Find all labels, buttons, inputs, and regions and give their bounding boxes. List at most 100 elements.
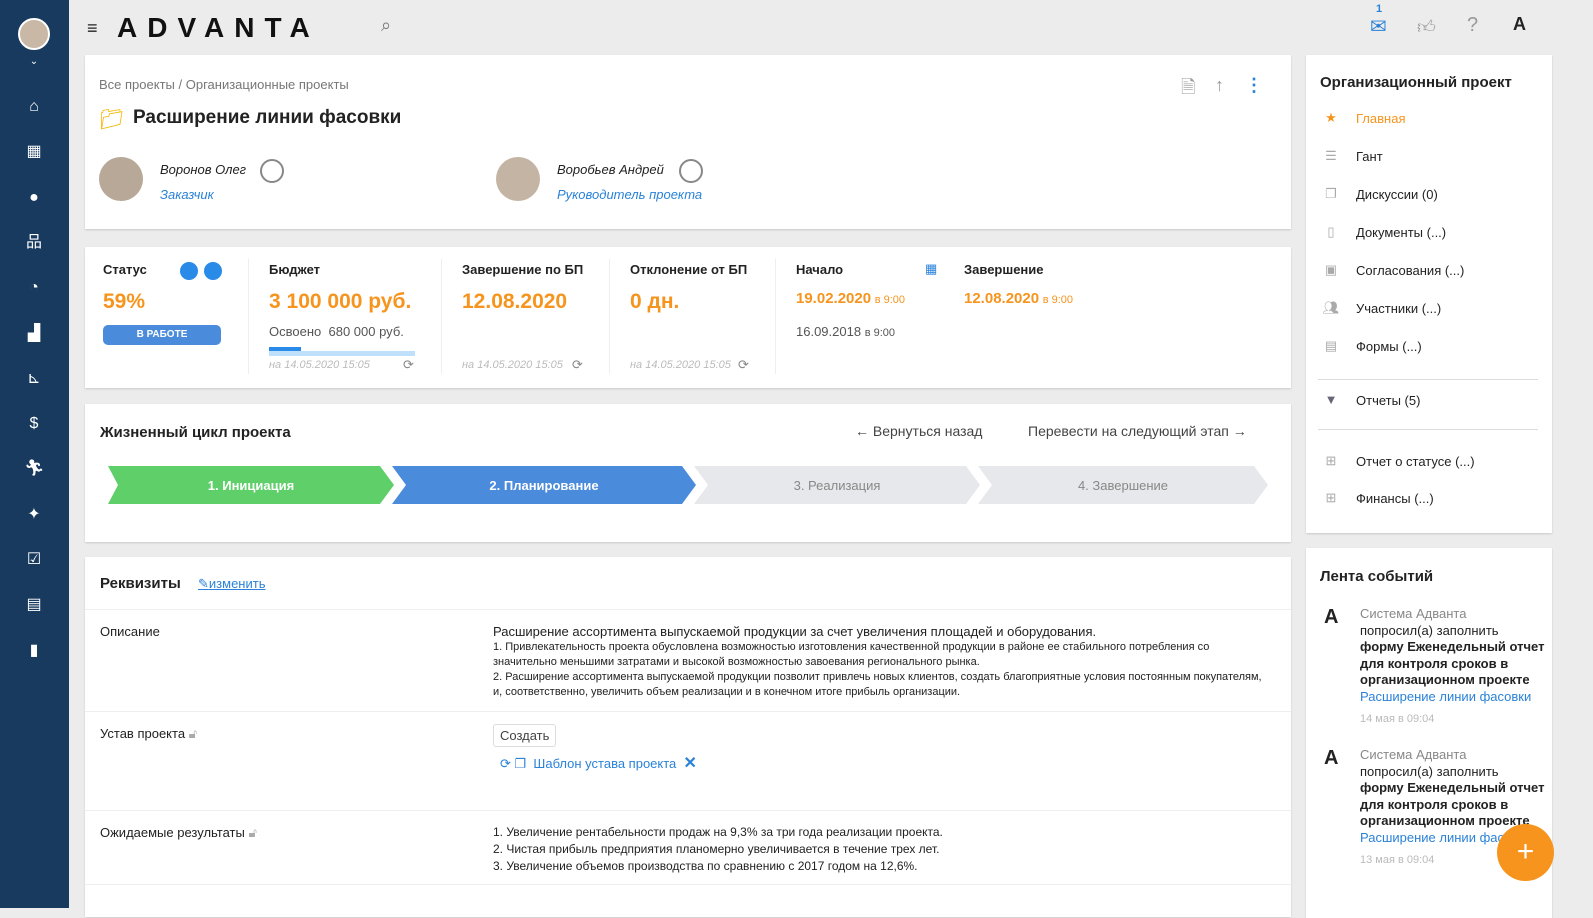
budget-progress	[269, 347, 415, 356]
menu-label: Участники (...)	[1356, 300, 1442, 316]
refresh-icon[interactable]: ⟳	[403, 357, 414, 372]
home-icon[interactable]: ⌂	[29, 98, 39, 115]
pause-icon[interactable]	[180, 262, 198, 280]
event-feed: Лента событий A Система Адванта попросил…	[1306, 548, 1552, 918]
person-role[interactable]: Руководитель проекта	[557, 187, 703, 202]
menu-label: Дискуссии (0)	[1356, 186, 1438, 202]
menu-item-documents[interactable]: ▯ Документы (...)	[1322, 224, 1446, 240]
user-circle-icon[interactable]	[260, 159, 284, 183]
event-time: 14 мая в 09:04	[1360, 713, 1435, 725]
menu-item-forms[interactable]: ▤ Формы (...)	[1322, 338, 1422, 354]
deviation-value: 0 дн.	[630, 290, 680, 313]
analytics-icon[interactable]: ▟	[27, 325, 41, 342]
run-icon[interactable]: 🏃︎	[24, 460, 45, 477]
back-button[interactable]: ← Вернуться назад	[855, 423, 983, 439]
more-icon[interactable]: ⋮	[1245, 75, 1263, 95]
menu-label: Отчет о статусе (...)	[1356, 453, 1475, 469]
menu-label: Гант	[1356, 148, 1383, 164]
arrow-up-icon[interactable]: ↑	[1215, 75, 1224, 95]
event-link[interactable]: Расширение линии фасовки	[1360, 829, 1532, 845]
end-time: в 9:00	[1042, 294, 1074, 306]
bookmark-icon[interactable]: ▮	[29, 642, 39, 659]
calendar-icon[interactable]: ▦	[26, 143, 42, 160]
description-line: Расширение ассортимента выпускаемой прод…	[493, 624, 1097, 639]
menu-label: Согласования (...)	[1356, 262, 1465, 278]
thumbs-up-icon[interactable]: 👍︎	[1417, 17, 1436, 37]
breadcrumb-root[interactable]: Все проекты	[99, 77, 175, 92]
add-fab-button[interactable]: +	[1497, 824, 1554, 881]
checklist-icon[interactable]: ☑	[26, 551, 42, 568]
menu-label: Формы (...)	[1356, 338, 1422, 354]
close-icon[interactable]: ✕	[683, 755, 697, 772]
next-label: Перевести на следующий этап	[1028, 423, 1229, 439]
copy-icon[interactable]: ❐	[514, 756, 527, 771]
event-subject: форму Еженедельный отчет для контроля ср…	[1360, 639, 1545, 687]
help-icon[interactable]: ?	[1467, 14, 1479, 36]
chevron-down-icon[interactable]: ⌄	[29, 56, 39, 67]
breadcrumb: Все проекты / Организационные проекты	[99, 77, 349, 92]
lock-icon: 🔓︎	[248, 825, 257, 840]
menu-item-main[interactable]: ★ Главная	[1322, 110, 1405, 126]
stop-icon[interactable]	[204, 262, 222, 280]
refresh-icon[interactable]: ⟳	[738, 357, 749, 372]
start-value: 19.02.2020	[796, 290, 872, 307]
menu-icon[interactable]: ≡	[87, 18, 98, 38]
create-button[interactable]: Создать	[493, 724, 557, 747]
template-link[interactable]: Шаблон устава проекта	[533, 756, 677, 771]
description-line: 2. Расширение ассортимента выпускаемой п…	[493, 671, 1262, 698]
description-label: Описание	[100, 624, 160, 639]
budget-value: 3 100 000 руб.	[269, 290, 412, 313]
topbar: ≡ ADVANTA ⌕ ✉ 1 👍︎ ? A	[69, 0, 1593, 55]
menu-item-status-report[interactable]: ⊞ Отчет о статусе (...)	[1322, 453, 1475, 469]
menu-item-finance[interactable]: ⊞ Финансы (...)	[1322, 490, 1434, 506]
updated-time: на 14.05.2020 15:05	[269, 359, 370, 371]
refresh-icon[interactable]: ⟳	[500, 756, 511, 771]
stage-completion[interactable]: 4. Завершение	[978, 466, 1268, 504]
pie-chart-icon[interactable]: ◔	[29, 279, 39, 296]
chart-icon[interactable]: ⊾	[27, 370, 41, 387]
dollar-icon[interactable]: $	[29, 415, 39, 432]
breadcrumb-current[interactable]: Организационные проекты	[185, 77, 349, 92]
edit-link[interactable]: ✎изменить	[198, 576, 266, 591]
menu-label: Отчеты (5)	[1356, 392, 1421, 408]
description-line: 1. Привлекательность проекта обусловлена…	[493, 641, 1210, 668]
status-percent: 59%	[103, 290, 146, 313]
result-line: 3. Увеличение объемов производства по ср…	[493, 859, 918, 873]
stage-implementation[interactable]: 3. Реализация	[694, 466, 980, 504]
menu-item-gantt[interactable]: ☰ Гант	[1322, 148, 1383, 164]
people-icon: 👥︎	[1322, 300, 1340, 315]
stage-initiation[interactable]: 1. Инициация	[108, 466, 394, 504]
charter-label: Устав проекта	[100, 726, 186, 741]
budget-label: Бюджет	[269, 262, 320, 277]
structure-icon[interactable]: 品	[25, 234, 42, 251]
refresh-icon[interactable]: ⟳	[572, 357, 583, 372]
menu-label: Финансы (...)	[1356, 490, 1434, 506]
document-icon[interactable]: 🗎	[1181, 77, 1196, 97]
menu-title: Организационный проект	[1320, 74, 1512, 91]
calendar-icon[interactable]: ▦	[925, 261, 938, 276]
menu-item-reports[interactable]: ▼ Отчеты (5)	[1322, 392, 1421, 408]
event-link[interactable]: Расширение линии фасовки	[1360, 688, 1532, 704]
result-line: 1. Увеличение рентабельности продаж на 9…	[493, 825, 943, 839]
search-icon[interactable]: ⌕	[381, 15, 392, 35]
mail-icon[interactable]: ✉	[1370, 16, 1387, 38]
stage-planning[interactable]: 2. Планирование	[392, 466, 696, 504]
caret-down-icon: ▼	[1324, 392, 1338, 407]
stage-bar: 1. Инициация 2. Планирование 3. Реализац…	[108, 466, 1268, 504]
sparkle-icon[interactable]: ✦	[27, 506, 41, 523]
plus-box-icon: ⊞	[1325, 453, 1337, 468]
next-stage-button[interactable]: Перевести на следующий этап →	[1028, 423, 1247, 439]
news-icon[interactable]: ▤	[26, 596, 42, 613]
users-icon[interactable]: ●	[29, 189, 39, 206]
result-line: 2. Чистая прибыль предприятия планомерно…	[493, 842, 940, 856]
menu-item-approvals[interactable]: ▣ Согласования (...)	[1322, 262, 1465, 278]
table-icon: ▤	[1324, 338, 1338, 353]
advanta-profile-icon[interactable]: A	[1513, 14, 1526, 34]
sidebar: ⌄ ⌂ ▦ ● 品 ◔ ▟ ⊾ $ 🏃︎ ✦ ☑ ▤ ▮	[0, 0, 69, 908]
user-avatar[interactable]	[18, 18, 50, 50]
user-circle-icon[interactable]	[679, 159, 703, 183]
person-name: Воронов Олег	[160, 162, 247, 177]
person-role[interactable]: Заказчик	[160, 187, 214, 202]
menu-item-participants[interactable]: 👥︎ Участники (...)	[1322, 300, 1441, 316]
menu-item-discussions[interactable]: ❐ Дискуссии (0)	[1322, 186, 1438, 202]
